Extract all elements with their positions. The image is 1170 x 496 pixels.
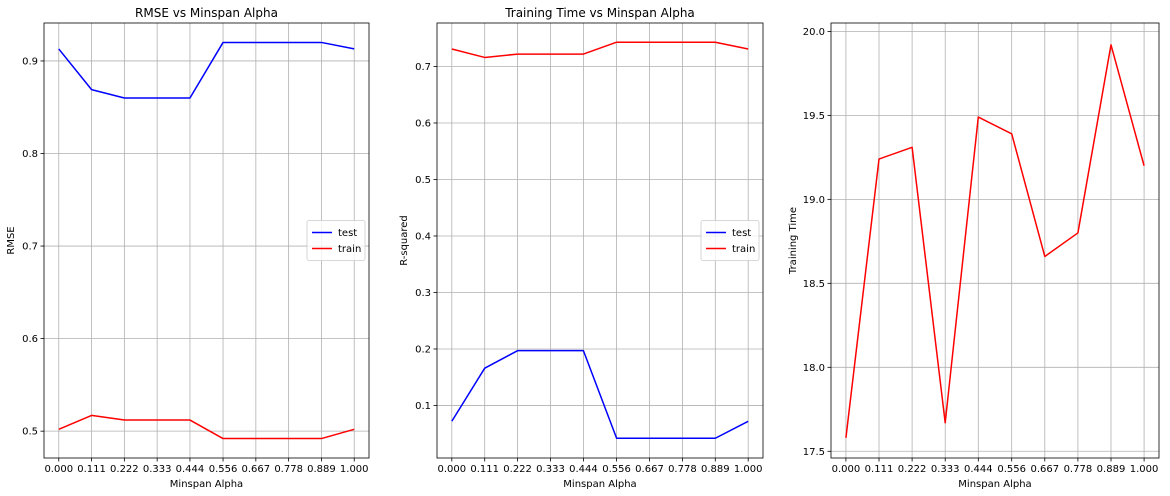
y-tick-label: 0.2 [415, 344, 431, 355]
y-tick-label: 19.0 [803, 195, 825, 206]
chart-3: 0.000 0.111 0.222 0.333 0.444 0.556 0.667 0.778… [788, 22, 1160, 490]
legend-label-train: train [732, 244, 755, 255]
x-axis-label: Minspan Alpha [563, 479, 636, 490]
x-tick-label: 0.333 [536, 464, 565, 475]
x-tick-label: 0.111 [470, 464, 499, 475]
y-tick-label: 20.0 [803, 27, 825, 38]
legend: test train [306, 220, 366, 261]
x-tick-label: 0.111 [865, 464, 894, 475]
chart-1: 0.000 0.111 0.222 0.333 0.444 0.556 0.667 0.778… [6, 6, 370, 490]
x-tick-label: 0.667 [1030, 464, 1059, 475]
y-tick-label: 0.4 [415, 231, 431, 242]
x-tick-label: 0.000 [832, 464, 861, 475]
y-tick-label: 18.0 [803, 363, 825, 374]
legend-box [306, 220, 366, 261]
y-tick-label: 0.6 [415, 118, 431, 129]
y-tick-label: 0.5 [22, 427, 38, 438]
x-tick-label: 0.889 [307, 464, 336, 475]
x-tick-label: 0.222 [110, 464, 139, 475]
x-tick-label: 0.111 [77, 464, 106, 475]
chart-title: Training Time vs Minspan Alpha [504, 6, 695, 20]
x-tick-label: 0.333 [143, 464, 172, 475]
x-tick-label: 0.889 [1097, 464, 1126, 475]
x-tick-label: 0.667 [635, 464, 664, 475]
legend: test train [700, 220, 760, 261]
x-tick-label: 1.000 [1130, 464, 1159, 475]
y-axis-label: R-squared [399, 215, 410, 266]
legend-label-test: test [338, 228, 357, 239]
axes-frame [43, 22, 370, 459]
x-tick-label: 1.000 [734, 464, 763, 475]
chart-2: 0.000 0.111 0.222 0.333 0.444 0.556 0.667 0.778… [399, 6, 764, 490]
series-line-test [58, 41, 355, 99]
y-tick-label: 0.7 [415, 62, 431, 73]
x-tick-label: 0.444 [176, 464, 205, 475]
x-tick-label: 1.000 [340, 464, 369, 475]
x-tick-label: 0.222 [898, 464, 927, 475]
x-tick-label: 0.556 [209, 464, 238, 475]
x-tick-label: 0.000 [44, 464, 73, 475]
y-axis-label: Training Time [788, 207, 799, 275]
x-tick-label: 0.222 [503, 464, 532, 475]
x-tick-label: 0.444 [569, 464, 598, 475]
x-tick-label: 0.556 [997, 464, 1026, 475]
x-tick-label: 0.778 [274, 464, 303, 475]
legend-label-test: test [732, 228, 751, 239]
y-tick-label: 17.5 [803, 447, 825, 458]
y-tick-label: 0.6 [22, 334, 38, 345]
y-tick-label: 19.5 [803, 111, 825, 122]
legend-label-train: train [338, 244, 361, 255]
series-line-series-1 [845, 44, 1145, 438]
y-tick-label: 0.3 [415, 288, 431, 299]
charts-container: 0.000 0.111 0.222 0.333 0.444 0.556 0.667 0.778… [6, 6, 1160, 490]
x-tick-label: 0.000 [437, 464, 466, 475]
y-axis-label: RMSE [6, 226, 17, 254]
y-tick-label: 0.7 [22, 242, 38, 253]
x-tick-label: 0.333 [931, 464, 960, 475]
series-line-test [451, 349, 749, 439]
series-line-train [451, 41, 749, 59]
x-axis-label: Minspan Alpha [170, 479, 243, 490]
y-tick-label: 0.1 [415, 401, 431, 412]
chart-title: RMSE vs Minspan Alpha [135, 6, 278, 20]
x-tick-label: 0.778 [668, 464, 697, 475]
x-tick-label: 0.444 [964, 464, 993, 475]
x-tick-label: 0.889 [701, 464, 730, 475]
y-tick-label: 0.8 [22, 149, 38, 160]
legend-box [700, 220, 760, 261]
y-tick-label: 18.5 [803, 279, 825, 290]
x-tick-label: 0.556 [602, 464, 631, 475]
y-tick-label: 0.5 [415, 175, 431, 186]
x-axis-label: Minspan Alpha [958, 479, 1031, 490]
series-line-train [58, 414, 355, 440]
axes-frame [436, 22, 764, 459]
y-tick-label: 0.9 [22, 56, 38, 67]
x-tick-label: 0.778 [1064, 464, 1093, 475]
x-tick-label: 0.667 [242, 464, 271, 475]
axes-frame [830, 22, 1160, 459]
